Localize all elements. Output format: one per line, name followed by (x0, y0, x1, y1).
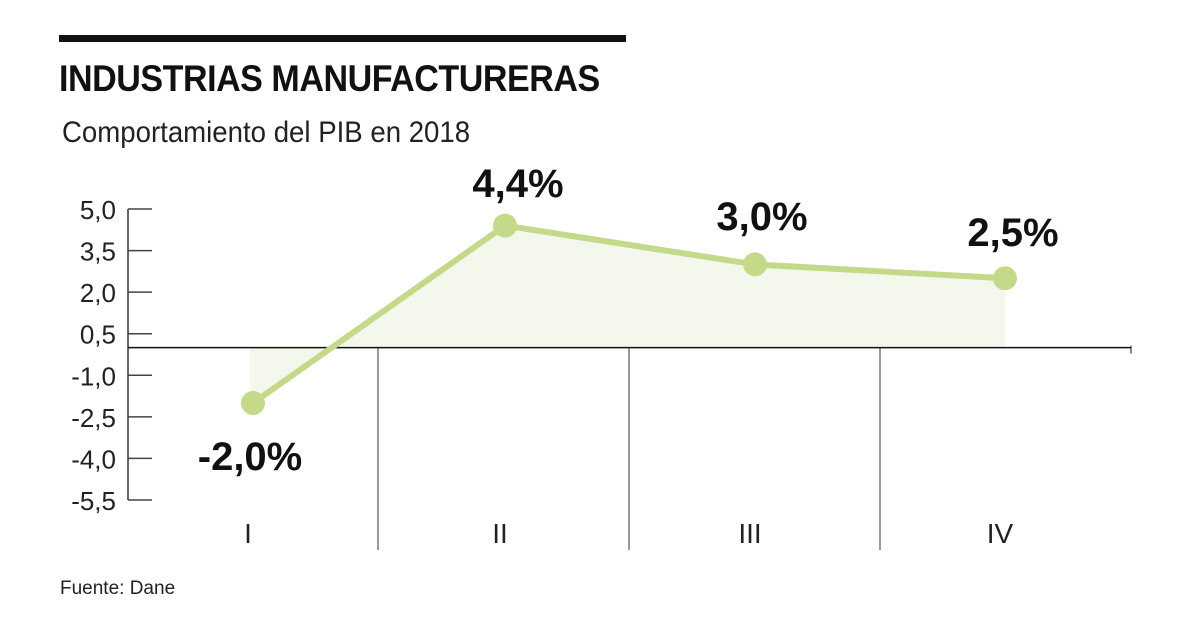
data-label: -2,0% (198, 435, 303, 479)
y-tick-label: 0,5 (80, 320, 116, 350)
chart-subtitle: Comportamiento del PIB en 2018 (62, 116, 471, 149)
title-rule (59, 35, 626, 42)
data-point (993, 266, 1017, 291)
x-tick-label: IV (987, 518, 1014, 549)
y-tick-label: -4,0 (71, 444, 116, 474)
data-point (493, 213, 517, 238)
x-tick-label: III (738, 518, 761, 549)
data-label: 3,0% (716, 195, 807, 239)
y-tick-label: 2,0 (80, 278, 116, 308)
series-line (251, 222, 1006, 406)
data-point (743, 252, 767, 277)
y-tick-label: -1,0 (71, 361, 116, 391)
y-tick-label: -2,5 (71, 403, 116, 433)
x-tick-label: I (244, 518, 252, 549)
source-note: Fuente: Dane (60, 578, 176, 599)
data-point (241, 391, 265, 415)
area-fill (250, 225, 1005, 403)
y-tick-label: -5,5 (71, 486, 116, 516)
chart-title: INDUSTRIAS MANUFACTURERAS (59, 58, 600, 99)
data-label: 2,5% (967, 211, 1058, 255)
x-tick-label: II (492, 518, 508, 549)
data-label: 4,4% (472, 162, 563, 206)
y-tick-label: 3,5 (80, 237, 116, 267)
y-tick-label: 5,0 (80, 195, 116, 225)
